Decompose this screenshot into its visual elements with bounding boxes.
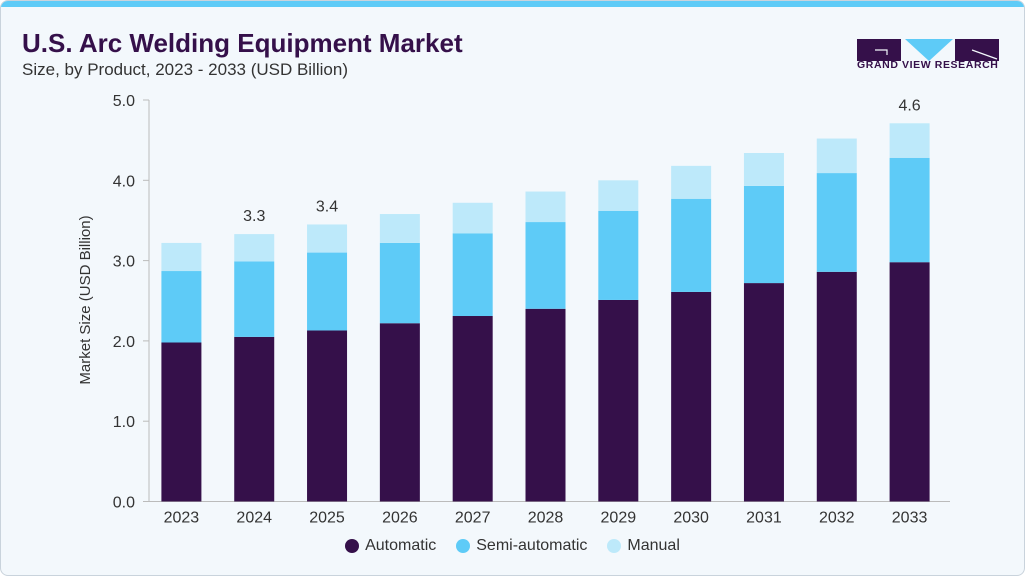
x-tick-label: 2025	[309, 510, 345, 527]
legend-item: Manual	[607, 537, 680, 555]
x-tick-label: 2030	[673, 510, 709, 527]
bar-semi-automatic-2032	[816, 173, 857, 272]
bar-manual-2028	[525, 191, 566, 223]
bar-semi-automatic-2033	[889, 157, 930, 263]
bar-semi-automatic-2029	[598, 210, 639, 300]
legend-label: Automatic	[365, 537, 437, 554]
legend-item: Automatic	[345, 537, 436, 555]
x-tick-label: 2026	[382, 510, 418, 527]
chart-title: U.S. Arc Welding Equipment Market	[22, 28, 463, 58]
bar-automatic-2027	[452, 316, 493, 502]
data-label: 3.4	[316, 198, 338, 215]
data-label: 3.3	[243, 208, 265, 225]
legend-label: Manual	[627, 537, 680, 554]
y-tick-label: 4.0	[113, 173, 135, 190]
x-tick-label: 2033	[892, 510, 928, 527]
bar-manual-2025	[307, 224, 348, 253]
bar-manual-2031	[743, 152, 784, 186]
legend: Automatic Semi-automatic Manual	[0, 537, 1025, 558]
bar-manual-2024	[234, 234, 275, 262]
bar-semi-automatic-2028	[525, 222, 566, 309]
x-tick-label: 2024	[236, 510, 272, 527]
bar-semi-automatic-2024	[234, 261, 275, 337]
bar-manual-2033	[889, 123, 930, 158]
bar-automatic-2023	[161, 342, 202, 502]
data-label: 4.6	[898, 97, 920, 114]
bar-automatic-2024	[234, 336, 275, 502]
bar-automatic-2030	[671, 291, 712, 502]
x-tick-label: 2027	[455, 510, 491, 527]
chart-subtitle: Size, by Product, 2023 - 2033 (USD Billi…	[22, 60, 348, 79]
bar-semi-automatic-2023	[161, 271, 202, 343]
y-tick-label: 2.0	[113, 334, 135, 351]
legend-swatch	[456, 539, 471, 553]
bar-semi-automatic-2027	[452, 233, 493, 317]
bar-manual-2027	[452, 202, 493, 234]
x-tick-label: 2029	[601, 510, 637, 527]
bar-semi-automatic-2026	[379, 242, 420, 324]
bar-automatic-2029	[598, 299, 639, 502]
bar-manual-2032	[816, 138, 857, 174]
bar-automatic-2028	[525, 308, 566, 502]
y-tick-label: 5.0	[113, 93, 135, 110]
bar-semi-automatic-2030	[671, 198, 712, 292]
logo-text: GRAND VIEW RESEARCH	[857, 59, 999, 71]
x-tick-label: 2032	[819, 510, 855, 527]
legend-label: Semi-automatic	[476, 537, 588, 554]
legend-swatch	[345, 539, 360, 553]
bar-semi-automatic-2031	[743, 185, 784, 284]
y-tick-label: 3.0	[113, 254, 135, 271]
y-tick-label: 1.0	[113, 414, 135, 431]
bar-automatic-2026	[379, 323, 420, 502]
bar-manual-2029	[598, 180, 639, 211]
bar-semi-automatic-2025	[307, 252, 348, 331]
x-tick-label: 2028	[528, 510, 564, 527]
bar-manual-2030	[671, 165, 712, 199]
bar-automatic-2031	[743, 283, 784, 502]
bar-manual-2023	[161, 242, 202, 272]
bar-automatic-2025	[307, 330, 348, 502]
bar-manual-2026	[379, 214, 420, 243]
y-tick-label: 0.0	[113, 495, 135, 512]
legend-swatch	[607, 539, 622, 553]
x-tick-label: 2031	[746, 510, 782, 527]
bar-automatic-2032	[816, 271, 857, 502]
legend-item: Semi-automatic	[456, 537, 587, 555]
bar-automatic-2033	[889, 262, 930, 502]
grand-view-research-logo	[857, 39, 999, 61]
accent-bar	[1, 1, 1024, 7]
x-tick-label: 2023	[164, 510, 200, 527]
y-axis-label: Market Size (USD Billion)	[77, 215, 94, 384]
